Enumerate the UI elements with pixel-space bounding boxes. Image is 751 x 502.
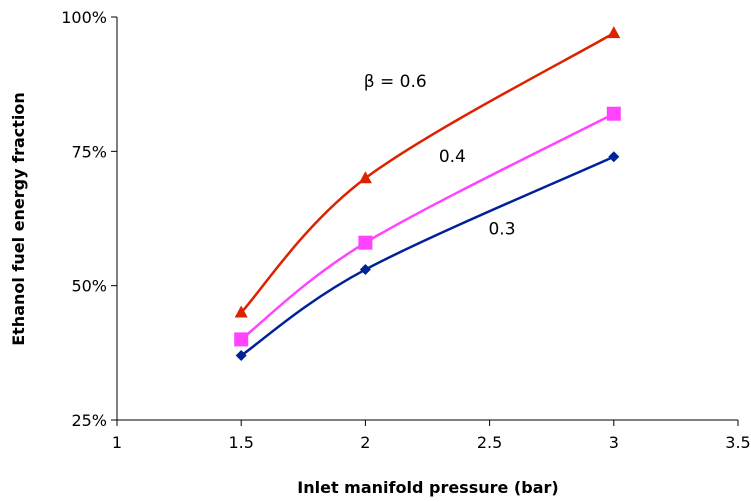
y-tick-label: 100% [61,8,107,27]
y-tick-label: 50% [71,277,107,296]
data-point-triangle [358,171,372,184]
plot-area [116,17,738,421]
y-tick-label: 25% [71,411,107,430]
series-label: β = 0.6 [364,72,427,92]
series-label: 0.4 [439,147,466,167]
x-tick-label: 2 [360,433,370,452]
data-point-triangle [234,305,248,318]
data-point-square [234,332,249,347]
data-point-square [606,106,621,121]
x-axis-title: Inlet manifold pressure (bar) [297,478,558,497]
series-triangle: β = 0.6 [234,26,621,318]
data-point-triangle [607,26,621,39]
y-tick-label: 75% [71,142,107,161]
data-point-square [358,235,373,250]
x-tick-label: 3 [609,433,619,452]
y-axis-ticks: 25% 50% 75% 100% [61,8,117,430]
x-tick-label: 1.5 [228,433,253,452]
data-point-diamond [235,350,247,362]
series-group: β = 0.6 0.4 0.3 [234,26,621,362]
series-diamond: 0.3 [235,151,620,362]
x-tick-label: 3.5 [725,433,750,452]
x-axis-ticks: 1 1.5 2 2.5 3 3.5 [112,420,751,452]
series-line [240,112,615,341]
data-point-diamond [359,264,371,276]
series-line [240,155,615,357]
series-line [240,32,615,314]
x-tick-label: 1 [112,433,122,452]
data-point-diamond [608,151,620,163]
series-label: 0.3 [488,220,515,240]
series-square: 0.4 [234,106,621,347]
y-axis-title: Ethanol fuel energy fraction [9,92,28,346]
x-tick-label: 2.5 [477,433,502,452]
